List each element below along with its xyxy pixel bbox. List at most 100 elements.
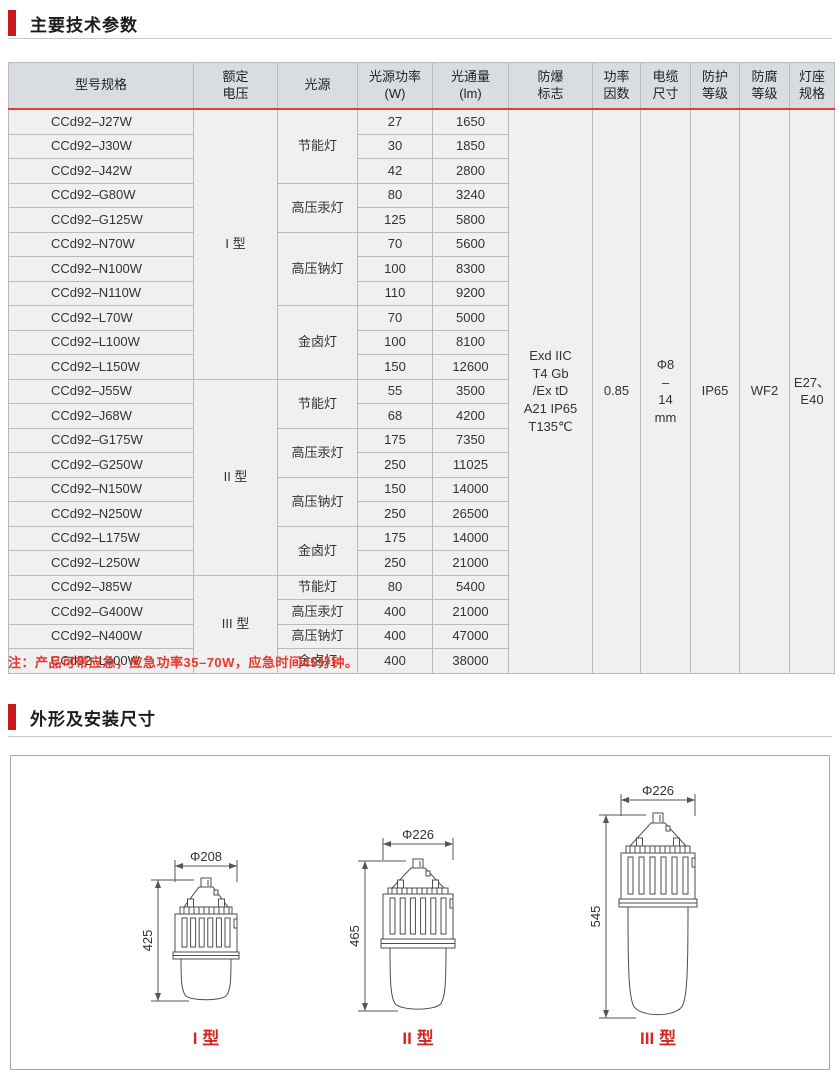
table-row: CCd92–N110W 110 9200 bbox=[8, 280, 835, 306]
power-cell: 400 bbox=[357, 648, 433, 674]
table-row: CCd92–N400W 高压钠灯 400 47000 bbox=[8, 623, 835, 649]
height-dim-label-2: 465 bbox=[347, 925, 362, 947]
model-cell: CCd92–G250W bbox=[8, 452, 194, 478]
title-rule bbox=[8, 38, 832, 39]
source-group-cell: 高压汞灯 bbox=[277, 182, 358, 233]
model-cell: CCd92–G400W bbox=[8, 599, 194, 625]
source-group-cell: 节能灯 bbox=[277, 108, 358, 184]
table-row: CCd92–N150W 高压钠灯 150 14000 bbox=[8, 476, 835, 527]
model-cell: CCd92–G175W bbox=[8, 427, 194, 453]
header-ip: 防护 等级 bbox=[690, 62, 740, 110]
lamp-drawing-3: Φ226 545 III 型 bbox=[588, 783, 698, 1048]
corr-cell: WF2 bbox=[739, 108, 790, 674]
voltage-group-cell: I 型 bbox=[193, 108, 278, 380]
model-cell: CCd92–L250W bbox=[8, 550, 194, 576]
spec-table: 型号规格 额定 电压 光源 光源功率 (W) 光通量 (lm) 防爆 标志 功率… bbox=[8, 62, 835, 674]
section-params-title: 主要技术参数 bbox=[8, 10, 138, 36]
model-cell: CCd92–N150W bbox=[8, 476, 194, 502]
source-group-cell: 金卤灯 bbox=[277, 525, 358, 576]
model-cell: CCd92–G125W bbox=[8, 207, 194, 233]
red-bar-icon bbox=[8, 10, 16, 36]
type-label-1: I 型 bbox=[193, 1028, 219, 1048]
table-row: CCd92–L70W 金卤灯 70 5000 bbox=[8, 305, 835, 380]
model-cell: CCd92–L100W bbox=[8, 329, 194, 355]
dims-title-text: 外形及安装尺寸 bbox=[30, 709, 156, 729]
source-group-cell: 金卤灯 bbox=[277, 648, 358, 674]
flux-cell: 14000 bbox=[432, 525, 509, 551]
table-row: CCd92–J68W 68 4200 bbox=[8, 403, 835, 429]
model-cell: CCd92–L150W bbox=[8, 354, 194, 380]
model-cell: CCd92–L400W bbox=[8, 648, 194, 674]
header-cable: 电缆 尺寸 bbox=[640, 62, 691, 110]
model-cell: CCd92–J55W bbox=[8, 378, 194, 404]
flux-cell: 5600 bbox=[432, 231, 509, 257]
voltage-group-cell: III 型 bbox=[193, 574, 278, 674]
flux-cell: 21000 bbox=[432, 550, 509, 576]
ip-cell: IP65 bbox=[690, 108, 740, 674]
flux-cell: 21000 bbox=[432, 599, 509, 625]
power-cell: 80 bbox=[357, 182, 433, 208]
power-cell: 400 bbox=[357, 623, 433, 649]
power-cell: 80 bbox=[357, 574, 433, 600]
source-group-cell: 高压钠灯 bbox=[277, 476, 358, 527]
flux-cell: 3240 bbox=[432, 182, 509, 208]
header-power: 光源功率 (W) bbox=[357, 62, 433, 110]
flux-cell: 7350 bbox=[432, 427, 509, 453]
table-row: CCd92–J55W II 型节能灯 55 3500 bbox=[8, 378, 835, 576]
flux-cell: 26500 bbox=[432, 501, 509, 527]
power-cell: 30 bbox=[357, 133, 433, 159]
table-row: CCd92–J30W 30 1850 bbox=[8, 133, 835, 159]
model-cell: CCd92–J30W bbox=[8, 133, 194, 159]
flux-cell: 8300 bbox=[432, 256, 509, 282]
table-row: CCd92–N100W 100 8300 bbox=[8, 256, 835, 282]
flux-cell: 38000 bbox=[432, 648, 509, 674]
power-cell: 150 bbox=[357, 354, 433, 380]
source-group-cell: 高压钠灯 bbox=[277, 231, 358, 306]
power-cell: 68 bbox=[357, 403, 433, 429]
red-bar-icon bbox=[8, 704, 16, 730]
power-cell: 175 bbox=[357, 427, 433, 453]
holder-cell: E27、 E40 bbox=[789, 108, 835, 674]
power-cell: 70 bbox=[357, 305, 433, 331]
power-cell: 175 bbox=[357, 525, 433, 551]
model-cell: CCd92–J85W bbox=[8, 574, 194, 600]
flux-cell: 8100 bbox=[432, 329, 509, 355]
lamp-drawing-2: Φ226 465 II 型 bbox=[347, 827, 456, 1048]
table-row: CCd92–J27W I 型节能灯 27 1650 Exd IIC T4 Gb /Ex … bbox=[8, 108, 835, 674]
type-label-2: II 型 bbox=[402, 1028, 433, 1048]
header-model: 型号规格 bbox=[8, 62, 194, 110]
model-cell: CCd92–N250W bbox=[8, 501, 194, 527]
header-pf: 功率 因数 bbox=[592, 62, 641, 110]
power-cell: 150 bbox=[357, 476, 433, 502]
power-cell: 125 bbox=[357, 207, 433, 233]
model-cell: CCd92–G80W bbox=[8, 182, 194, 208]
pf-cell: 0.85 bbox=[592, 108, 641, 674]
lamp-drawings-svg: Φ208 425 I 型 Φ226 465 II 型 Φ226 545 III 型 bbox=[140, 783, 698, 1048]
flux-cell: 12600 bbox=[432, 354, 509, 380]
power-cell: 42 bbox=[357, 158, 433, 184]
flux-cell: 5400 bbox=[432, 574, 509, 600]
flux-cell: 1850 bbox=[432, 133, 509, 159]
table-row: CCd92–G250W 250 11025 bbox=[8, 452, 835, 478]
table-row: CCd92–J42W 42 2800 bbox=[8, 158, 835, 184]
header-voltage: 额定 电压 bbox=[193, 62, 278, 110]
model-cell: CCd92–J27W bbox=[8, 108, 194, 135]
diameter-dim-label-2: Φ226 bbox=[402, 827, 434, 842]
flux-cell: 5800 bbox=[432, 207, 509, 233]
model-cell: CCd92–J68W bbox=[8, 403, 194, 429]
power-cell: 100 bbox=[357, 256, 433, 282]
header-corr: 防腐 等级 bbox=[739, 62, 790, 110]
power-cell: 110 bbox=[357, 280, 433, 306]
model-cell: CCd92–N110W bbox=[8, 280, 194, 306]
model-cell: CCd92–L175W bbox=[8, 525, 194, 551]
model-cell: CCd92–N100W bbox=[8, 256, 194, 282]
flux-cell: 2800 bbox=[432, 158, 509, 184]
section-dims-title: 外形及安装尺寸 bbox=[8, 704, 156, 730]
header-source: 光源 bbox=[277, 62, 358, 110]
table-row: CCd92–G400W 高压汞灯 400 21000 bbox=[8, 599, 835, 625]
flux-cell: 5000 bbox=[432, 305, 509, 331]
header-ex-mark: 防爆 标志 bbox=[508, 62, 593, 110]
power-cell: 100 bbox=[357, 329, 433, 355]
dimension-diagram-box: Φ208 425 I 型 Φ226 465 II 型 Φ226 545 III 型 bbox=[10, 755, 830, 1070]
power-cell: 55 bbox=[357, 378, 433, 404]
